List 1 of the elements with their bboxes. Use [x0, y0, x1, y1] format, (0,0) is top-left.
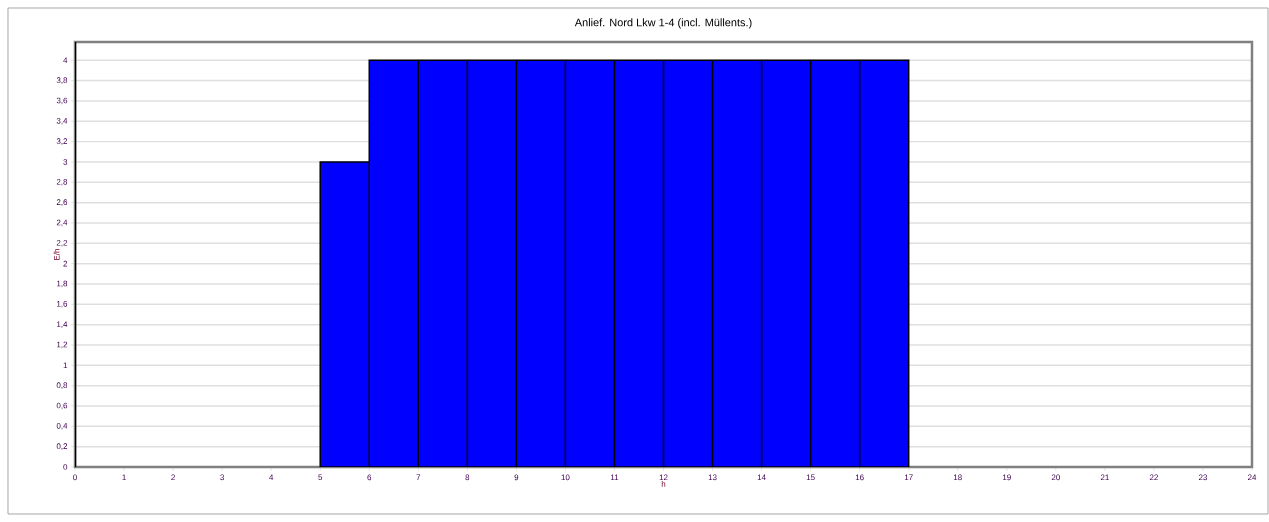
chart-title: Anlief. Nord Lkw 1-4 (incl. Müllents.): [574, 18, 752, 29]
